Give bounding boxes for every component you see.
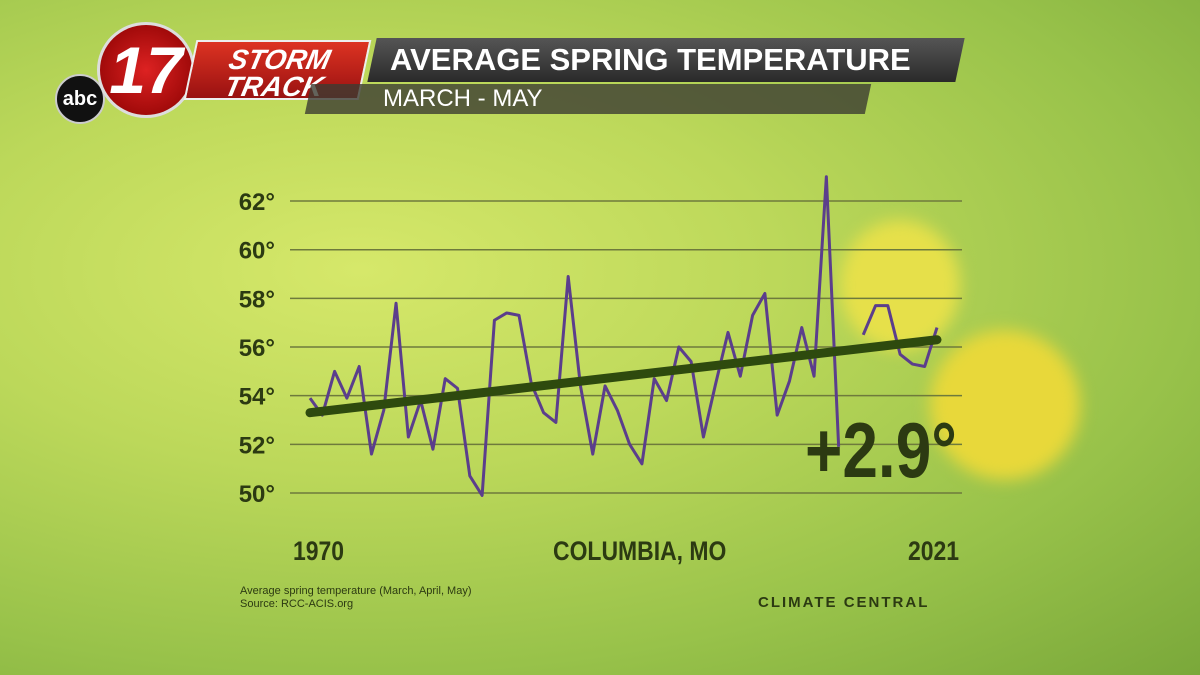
- station-logo: abc 17 STORM TRACK: [55, 22, 375, 124]
- change-annotation: +2.9°: [805, 406, 957, 494]
- source: Source: RCC-ACIS.org: [240, 598, 354, 610]
- channel-logo: 17: [97, 22, 195, 118]
- temperature-line: [861, 304, 939, 368]
- abc-logo: abc: [55, 74, 105, 124]
- x-start-label: 1970: [293, 536, 345, 566]
- background-flower: [840, 220, 960, 350]
- location-label: COLUMBIA, MO: [553, 536, 727, 566]
- y-tick-label: 54°: [239, 384, 275, 411]
- y-tick-label: 60°: [239, 238, 275, 265]
- y-tick-label: 62°: [239, 189, 275, 216]
- y-tick-label: 50°: [239, 481, 275, 508]
- x-end-label: 2021: [908, 536, 960, 566]
- background-flower: [930, 330, 1080, 480]
- y-tick-label: 52°: [239, 432, 275, 459]
- climate-central-logo: CLIMATE CENTRAL: [758, 594, 930, 611]
- temperature-line: [308, 175, 841, 497]
- y-tick-label: 58°: [239, 286, 275, 313]
- footnote: Average spring temperature (March, April…: [240, 585, 472, 597]
- trend-line: [305, 335, 942, 418]
- y-tick-label: 56°: [239, 335, 275, 362]
